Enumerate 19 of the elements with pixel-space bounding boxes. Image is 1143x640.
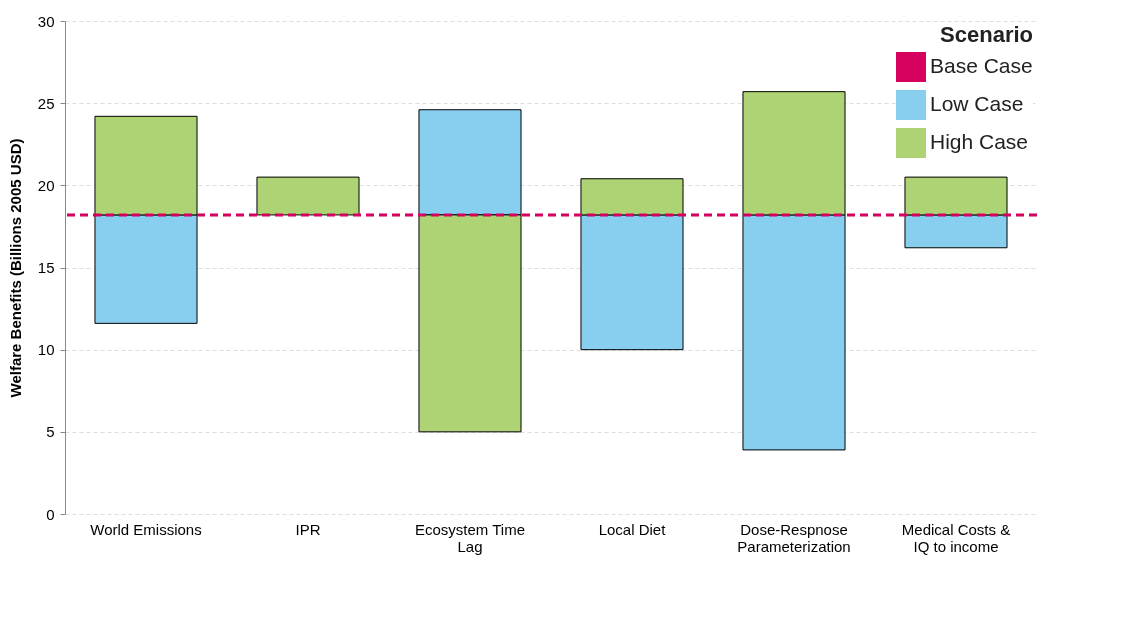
legend-label: High Case	[930, 130, 1029, 153]
y-tick-label: 30	[37, 12, 55, 30]
y-tick-label: 25	[37, 94, 55, 112]
y-tick-label: 5	[46, 423, 55, 441]
bar	[256, 176, 360, 216]
x-tick-label: Dose-Respnose Parameterization	[737, 520, 851, 555]
y-axis-title: Welfare Benefits (Billions 2005 USD)	[6, 138, 24, 398]
legend-label: Low Case	[930, 92, 1024, 115]
x-tick-label: IPR	[295, 520, 321, 538]
y-tick-label: 0	[46, 505, 55, 523]
y-tick-label: 10	[37, 341, 55, 359]
legend-title: Scenario	[940, 22, 1033, 47]
legend-label: Base Case	[930, 54, 1033, 77]
y-tick-label: 20	[37, 176, 55, 194]
x-tick-label: Local Diet	[598, 520, 667, 538]
x-tick-label: Medical Costs & IQ to income	[901, 520, 1011, 555]
x-tick-label: Ecosystem Time Lag	[414, 520, 526, 555]
x-tick-label: World Emissions	[90, 520, 202, 538]
y-tick-label: 15	[37, 259, 55, 276]
